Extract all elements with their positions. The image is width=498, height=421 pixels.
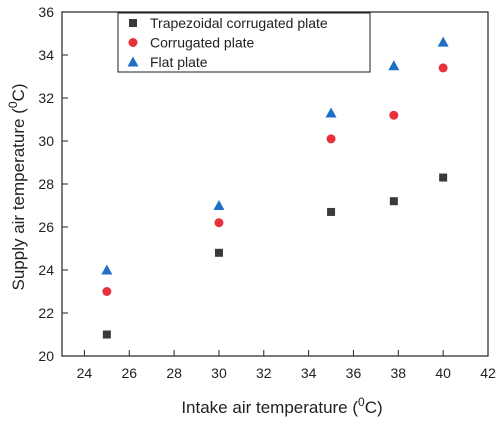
x-tick-label: 28 bbox=[166, 365, 182, 381]
data-point bbox=[327, 207, 336, 216]
data-point bbox=[325, 107, 337, 118]
legend-marker bbox=[127, 56, 139, 67]
data-point bbox=[437, 36, 449, 47]
y-tick-label: 30 bbox=[38, 133, 54, 149]
x-tick-label: 26 bbox=[121, 365, 137, 381]
data-point bbox=[101, 264, 113, 275]
y-axis-title: Supply air temperature (0C) bbox=[6, 83, 28, 290]
y-tick-label: 32 bbox=[38, 90, 54, 106]
x-axis-title: Intake air temperature (0C) bbox=[181, 395, 382, 417]
data-points bbox=[101, 36, 449, 339]
y-tick-label: 24 bbox=[38, 262, 54, 278]
legend-label: Corrugated plate bbox=[150, 35, 255, 51]
x-tick-label: 40 bbox=[435, 365, 451, 381]
x-tick-label: 38 bbox=[391, 365, 407, 381]
data-point bbox=[438, 63, 448, 73]
data-point bbox=[214, 248, 223, 257]
y-tick-label: 26 bbox=[38, 219, 54, 235]
data-point bbox=[214, 218, 224, 228]
x-tick-label: 34 bbox=[301, 365, 317, 381]
data-point bbox=[102, 287, 112, 296]
x-tick-label: 36 bbox=[346, 365, 362, 381]
legend-label: Flat plate bbox=[150, 54, 208, 70]
data-point bbox=[389, 110, 399, 120]
y-tick-label: 20 bbox=[38, 348, 54, 364]
x-tick-label: 24 bbox=[77, 365, 93, 381]
legend-marker bbox=[129, 19, 137, 27]
data-point bbox=[326, 134, 336, 144]
x-tick-label: 42 bbox=[480, 365, 496, 381]
x-tick-label: 32 bbox=[256, 365, 272, 381]
legend-box bbox=[117, 12, 371, 73]
y-axis-ticks: 20 22 24 26 28 30 32 34 36 bbox=[38, 4, 68, 364]
data-point bbox=[389, 197, 398, 206]
data-point bbox=[213, 200, 225, 210]
data-point bbox=[388, 60, 400, 71]
x-axis-ticks: 24 26 28 30 32 34 36 38 40 42 bbox=[77, 350, 496, 381]
y-tick-label: 36 bbox=[38, 4, 54, 20]
data-point bbox=[102, 330, 111, 339]
data-point bbox=[439, 173, 448, 182]
legend-marker bbox=[128, 38, 138, 47]
legend: Trapezoidal corrugated plate Corrugated p… bbox=[117, 12, 371, 73]
y-tick-label: 22 bbox=[38, 305, 54, 321]
y-tick-label: 28 bbox=[38, 176, 54, 192]
x-tick-label: 30 bbox=[211, 365, 227, 381]
y-tick-label: 34 bbox=[38, 47, 54, 63]
legend-label: Trapezoidal corrugated plate bbox=[150, 15, 328, 31]
